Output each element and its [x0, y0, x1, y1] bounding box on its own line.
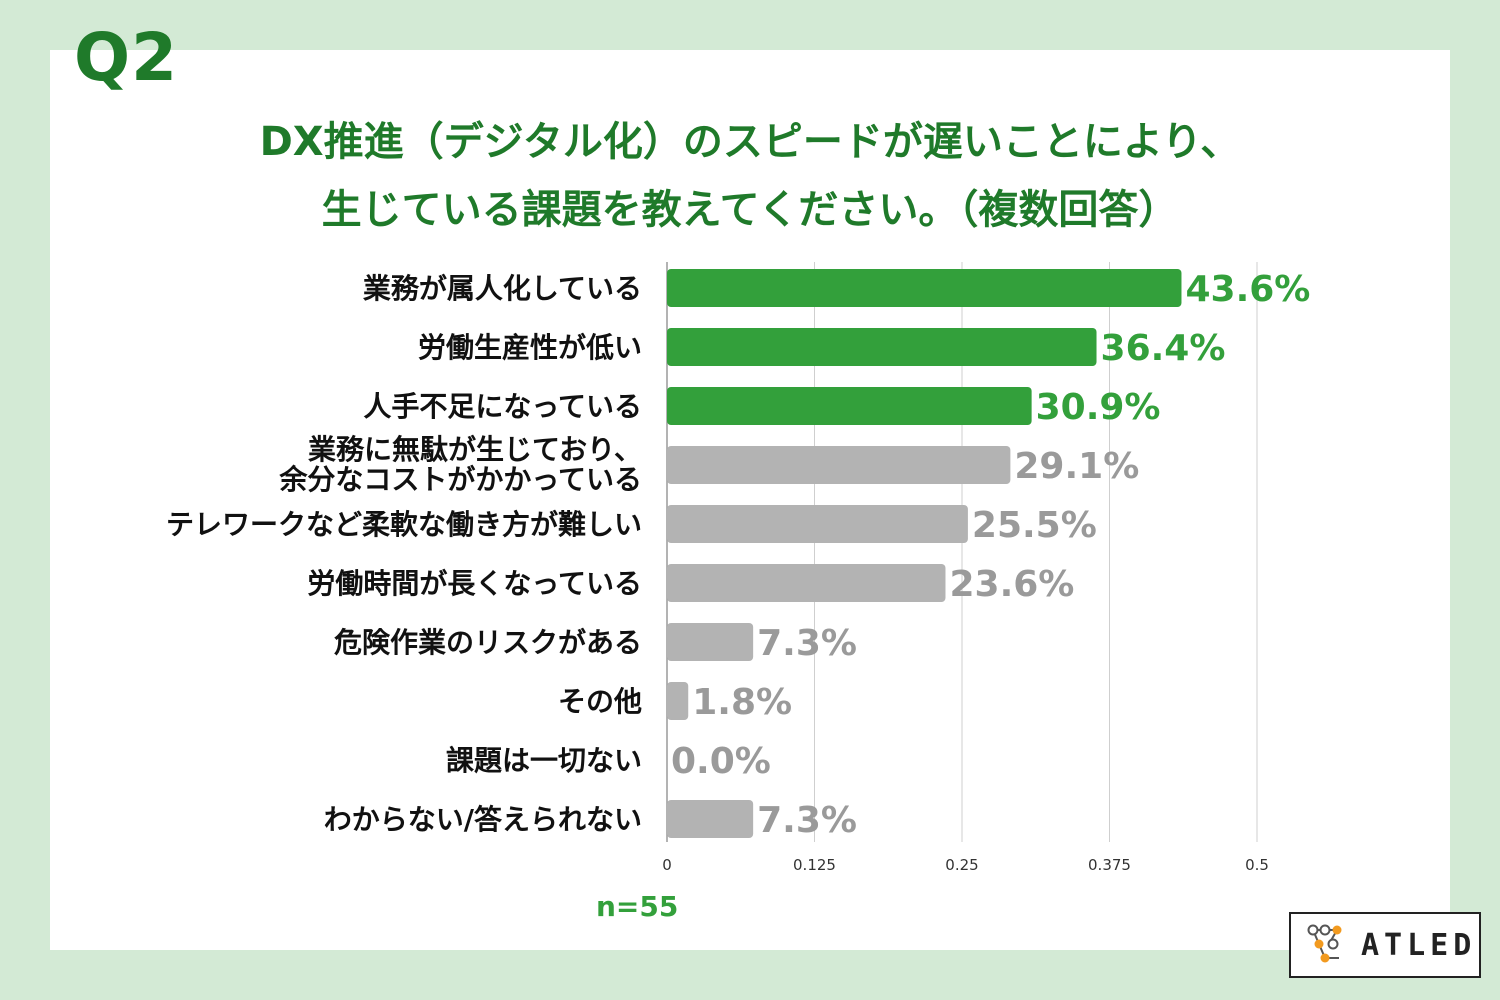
bar	[667, 800, 754, 838]
value-label: 23.6%	[949, 564, 1074, 605]
category-label: テレワークなど柔軟な働き方が難しい	[166, 508, 642, 541]
bar	[667, 446, 1011, 484]
question-title-line-1: DX推進（デジタル化）のスピードが遅いことにより、	[259, 119, 1241, 165]
content-card	[50, 50, 1450, 950]
category-label: その他	[558, 685, 642, 718]
bar	[667, 328, 1097, 366]
bar	[667, 564, 946, 602]
bar	[667, 623, 754, 661]
value-label: 7.3%	[757, 800, 857, 841]
question-title-line-2: 生じている課題を教えてください。（複数回答）	[321, 187, 1179, 233]
category-label: 業務が属人化している	[363, 272, 642, 305]
value-label: 30.9%	[1036, 387, 1161, 428]
x-tick-label: 0.375	[1088, 856, 1131, 874]
category-label: 業務に無駄が生じており、余分なコストがかかっている	[278, 433, 642, 496]
x-tick-label: 0.25	[945, 856, 978, 874]
category-label: 人手不足になっている	[363, 390, 642, 423]
category-label: 労働時間が長くなっている	[307, 567, 642, 600]
molecule-node-logo-icon	[1307, 924, 1342, 963]
category-label: 労働生産性が低い	[418, 331, 642, 364]
bar	[667, 505, 968, 543]
sample-size-note: n=55	[596, 890, 679, 923]
brand-name: ATLED	[1361, 928, 1477, 963]
bar	[667, 682, 689, 720]
value-label: 0.0%	[671, 741, 771, 782]
bar	[667, 269, 1182, 307]
bar	[667, 387, 1032, 425]
question-label: Q2	[74, 19, 179, 96]
category-label: 危険作業のリスクがある	[334, 626, 642, 659]
value-label: 7.3%	[757, 623, 857, 664]
brand-logo: ATLED	[1289, 912, 1481, 978]
x-tick-label: 0.5	[1245, 856, 1269, 874]
value-label: 25.5%	[972, 505, 1097, 546]
category-label: 課題は一切ない	[446, 744, 642, 777]
value-label: 29.1%	[1014, 446, 1139, 487]
value-label: 43.6%	[1185, 269, 1310, 310]
x-tick-label: 0.125	[793, 856, 836, 874]
value-label: 36.4%	[1101, 328, 1226, 369]
value-label: 1.8%	[692, 682, 792, 723]
category-label: わからない/答えられない	[324, 803, 642, 836]
x-tick-label: 0	[662, 856, 672, 874]
